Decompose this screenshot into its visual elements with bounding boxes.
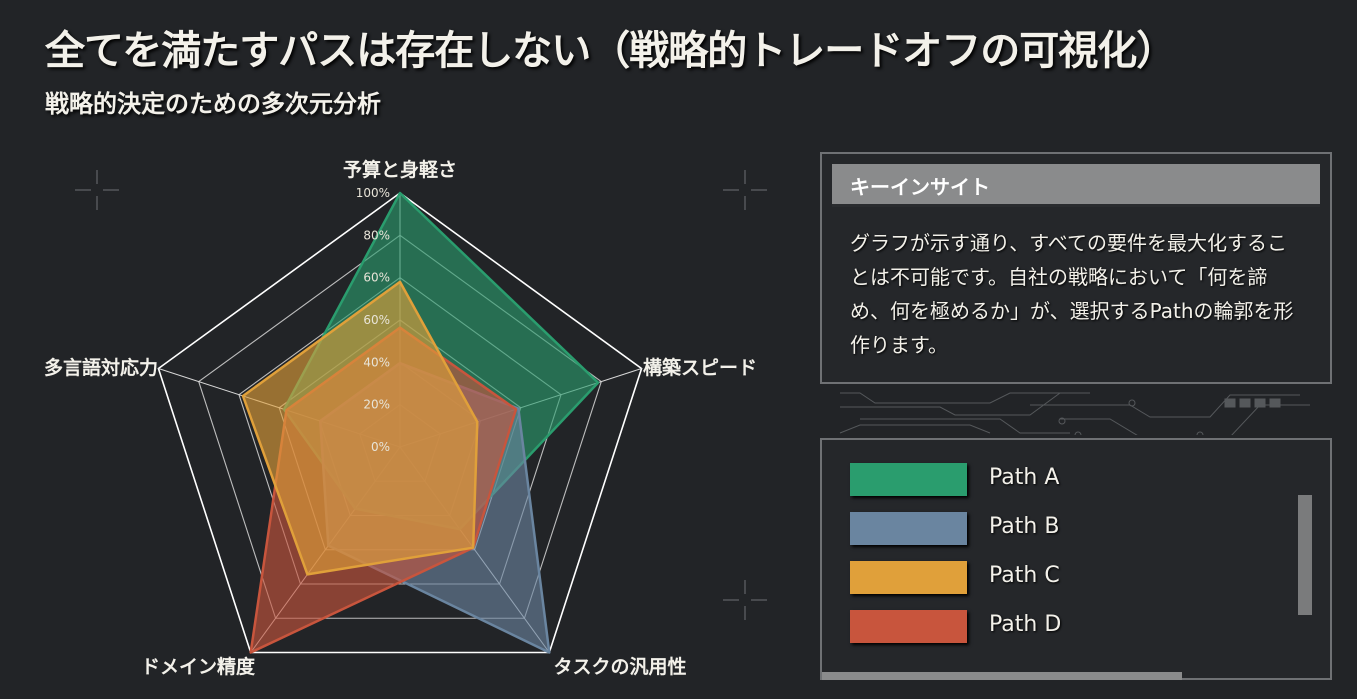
axis-labels: 予算と身軽さ 構築スピード タスクの汎用性 ドメイン精度 多言語対応力 (44, 158, 757, 678)
grid-ring (157, 192, 643, 654)
key-insight-heading: キーインサイト (850, 175, 990, 199)
gauge-decoration (1298, 495, 1312, 615)
key-insight-panel: キーインサイト グラフが示す通り、すべての要件を最大化することは不可能です。自社… (820, 152, 1332, 384)
legend-swatch-path-d (850, 610, 967, 643)
circuit-decoration (839, 392, 1310, 435)
legend-panel: Path A Path B Path C Path D (820, 438, 1332, 680)
bottom-bar-decoration (822, 672, 1182, 680)
axis-label-build-speed: 構築スピード (643, 356, 757, 379)
legend-swatch-path-c (850, 561, 967, 594)
axis-label-task-generality: タスクの汎用性 (553, 655, 686, 678)
tick-label: 20% (363, 398, 390, 412)
tick-label: 40% (363, 355, 390, 369)
key-insight-text: グラフが示す通り、すべての要件を最大化することは不可能です。自社の戦略において「… (850, 231, 1294, 357)
crosshair-decorations (75, 170, 767, 620)
radar-chart: 0% 20% 40% 60% 60% 80% 100% 予算と身軽さ 構築スピード タスクの… (44, 158, 767, 678)
tick-label: 100% (356, 186, 390, 200)
legend-swatch-path-b (850, 512, 967, 545)
page-subtitle: 戦略的決定のための多次元分析 (45, 90, 381, 118)
legend-label-path-c: Path C (989, 563, 1060, 588)
legend-label-path-b: Path B (989, 514, 1060, 539)
tick-label: 60% (363, 313, 390, 327)
radial-tick-labels: 0% 20% 40% 60% 60% 80% 100% (356, 186, 390, 454)
axis-label-multilingual: 多言語対応力 (44, 356, 158, 379)
tick-label: 0% (371, 440, 390, 454)
radar-series (241, 191, 600, 654)
key-insight-header: キーインサイト (832, 164, 1320, 207)
tick-label: 80% (363, 228, 390, 242)
axis-label-budget: 予算と身軽さ (343, 158, 457, 181)
axis-label-domain-accuracy: ドメイン精度 (141, 655, 256, 678)
legend-label-path-a: Path A (989, 465, 1060, 490)
legend-swatch-path-a (850, 463, 967, 496)
series-path-c (241, 280, 479, 576)
legend-label-path-d: Path D (989, 612, 1062, 637)
page-title: 全てを満たすパスは存在しない（戦略的トレードオフの可視化） (45, 28, 1176, 74)
tick-label: 60% (363, 271, 390, 285)
